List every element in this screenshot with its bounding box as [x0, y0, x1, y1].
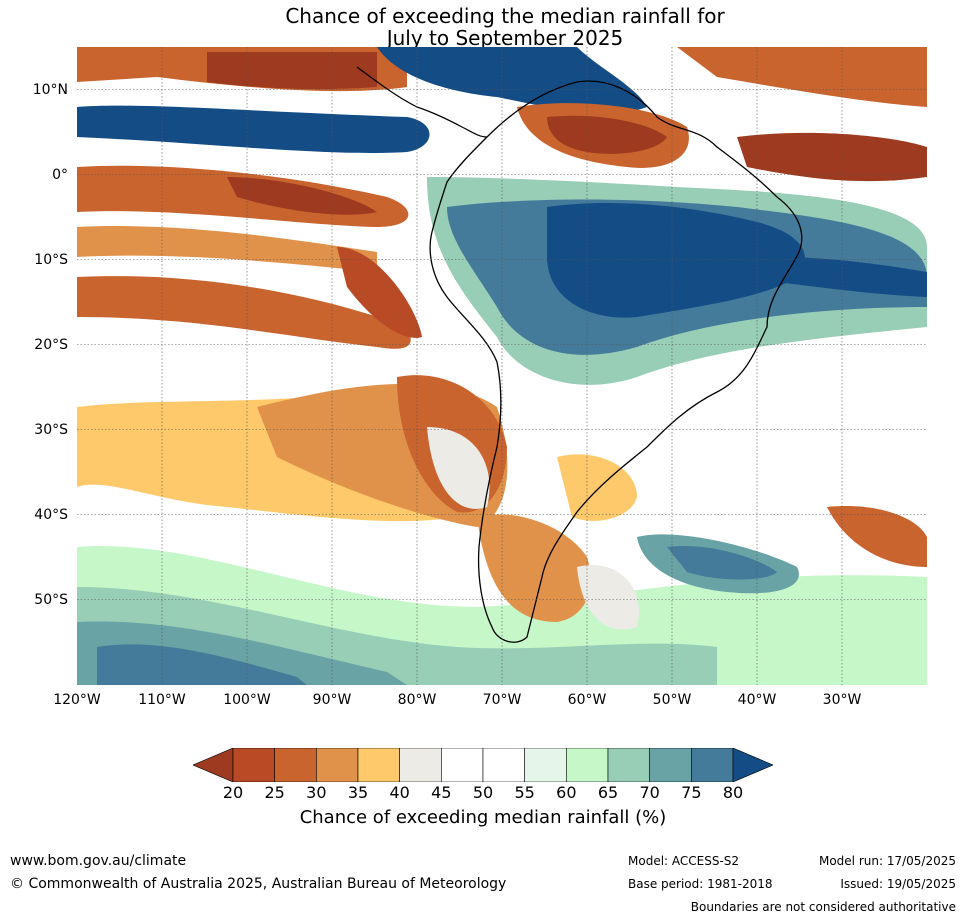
colorbar-tick-label: 75 — [681, 783, 702, 802]
colorbar-tick-label: 40 — [389, 783, 410, 802]
latitude-label: 10°N — [32, 81, 68, 98]
dry-region-north-atlantic — [677, 47, 927, 107]
dry-region-pacific-band-2 — [77, 226, 377, 272]
issued-date: Issued: 19/05/2025 — [840, 877, 956, 891]
colorbar-extend-high — [732, 748, 773, 782]
map-graticule — [77, 47, 927, 685]
model-name: Model: ACCESS-S2 — [628, 854, 740, 868]
copyright-notice: © Commonwealth of Australia 2025, Austra… — [10, 876, 507, 892]
dry-region-patagonia — [477, 514, 591, 622]
latitude-label: 0° — [52, 166, 68, 183]
longitude-label: 100°W — [223, 692, 271, 708]
latitude-label: 10°S — [34, 251, 68, 268]
colorbar-segment — [566, 748, 609, 782]
longitude-label: 30°W — [822, 692, 862, 708]
central-america-coastline — [356, 66, 488, 138]
wet-region-caribbean — [377, 47, 647, 114]
colorbar-segment — [691, 748, 734, 782]
boundaries-disclaimer: Boundaries are not considered authoritat… — [690, 900, 956, 914]
wet-region-southern-ocean-core — [97, 644, 307, 685]
colorbar-tick-label: 70 — [639, 783, 660, 802]
dry-region-guiana-highlands-core — [547, 115, 667, 154]
longitude-label: 90°W — [312, 692, 352, 708]
colorbar-segment — [399, 748, 442, 782]
dry-region-peru-coast — [337, 247, 422, 338]
latitude-label: 20°S — [34, 336, 68, 353]
colorbar-segment — [441, 748, 484, 782]
colorbar-segment — [357, 748, 400, 782]
base-period: Base period: 1981-2018 — [628, 877, 773, 891]
wet-region-amazon-core — [547, 202, 805, 318]
bom-url: www.bom.gov.au/climate — [10, 853, 187, 869]
latitude-label: 40°S — [34, 506, 68, 523]
colorbar-extend-low — [193, 748, 234, 782]
colorbar-tick-label: 25 — [264, 783, 285, 802]
colorbar-label: Chance of exceeding median rainfall (%) — [299, 807, 667, 828]
dry-region-equatorial-pacific-core — [227, 177, 377, 215]
colorbar-tick-label: 20 — [222, 783, 244, 802]
colorbar-tick-label: 50 — [472, 783, 494, 802]
colorbar-segment — [607, 748, 650, 782]
neutral-region-argentina — [577, 565, 639, 630]
dry-region-pacific-band-3 — [77, 276, 411, 349]
longitude-label: 70°W — [482, 692, 522, 708]
colorbar-tick-label: 65 — [597, 783, 619, 802]
neutral-region-pacific — [427, 427, 490, 509]
dry-region-south-atlantic-east — [827, 506, 927, 567]
wet-region-south-atlantic-core — [667, 546, 777, 580]
colorbar — [193, 748, 773, 782]
colorbar-tick-label: 60 — [556, 783, 577, 802]
colorbar-segment — [316, 748, 359, 782]
map-title-line-2: July to September 2025 — [386, 26, 624, 50]
south-america-coastline — [429, 80, 803, 643]
colorbar-tick-label: 30 — [306, 783, 327, 802]
longitude-label: 110°W — [138, 692, 186, 708]
wet-region-atlantic-equatorial — [777, 257, 927, 297]
dry-region-north-atlantic-core — [737, 132, 927, 182]
wet-region-itcz-pacific — [77, 105, 430, 154]
latitude-label: 30°S — [34, 421, 68, 438]
colorbar-segment — [524, 748, 567, 782]
longitude-label: 120°W — [53, 692, 101, 708]
colorbar-segment — [232, 748, 275, 782]
longitude-label: 40°W — [737, 692, 777, 708]
colorbar-tick-label: 55 — [514, 783, 535, 802]
longitude-label: 50°W — [652, 692, 692, 708]
rainfall-probability-map — [77, 47, 927, 685]
colorbar-segment — [274, 748, 317, 782]
model-run-date: Model run: 17/05/2025 — [818, 854, 956, 868]
longitude-label: 60°W — [567, 692, 607, 708]
colorbar-segment — [482, 748, 525, 782]
colorbar-tick-label: 45 — [431, 783, 452, 802]
dry-region-east-pacific-north-core — [207, 52, 377, 90]
colorbar-tick-label: 35 — [347, 783, 369, 802]
colorbar-tick-label: 80 — [722, 783, 744, 802]
colorbar-segment — [649, 748, 692, 782]
map-title-line-1: Chance of exceeding the median rainfall … — [285, 4, 725, 28]
longitude-label: 80°W — [397, 692, 437, 708]
latitude-label: 50°S — [34, 591, 68, 608]
